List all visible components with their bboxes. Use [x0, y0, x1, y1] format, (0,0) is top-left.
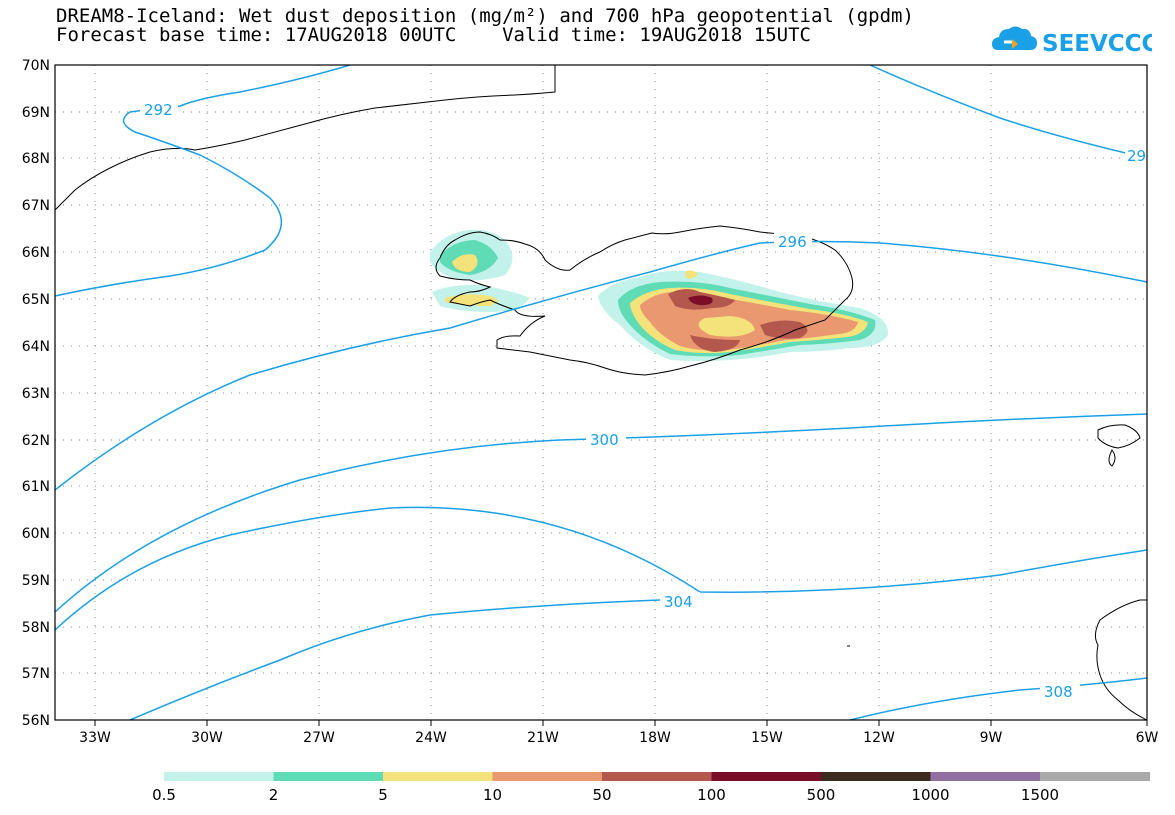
lon-tick-label: 30W [191, 730, 223, 746]
lat-tick-label: 63N [22, 386, 50, 402]
legend-swatch [930, 772, 1041, 781]
lat-tick-label: 66N [22, 245, 50, 261]
lon-tick-label: 21W [527, 730, 559, 746]
coastlines [55, 65, 1147, 720]
legend-colorbar: 0.5 2 5 10 50 100 500 1000 1500 [152, 772, 1150, 804]
geopotential-contours [55, 65, 1147, 720]
contour-label-296: 296 [778, 233, 807, 251]
legend-label: 5 [378, 786, 388, 804]
lon-tick-label: 27W [303, 730, 335, 746]
lat-tick-label: 68N [22, 151, 50, 167]
lat-tick-label: 59N [22, 573, 50, 589]
iceland-coastline [435, 225, 854, 376]
lon-tick-label: 12W [863, 730, 895, 746]
contour-label-304: 304 [664, 593, 693, 611]
lat-tick-label: 70N [22, 58, 50, 74]
lat-tick-label: 57N [22, 666, 50, 682]
contour-label-300: 300 [590, 431, 619, 449]
faroe-coastline [1097, 424, 1141, 467]
legend-swatch [164, 772, 274, 781]
legend-label: 50 [592, 786, 611, 804]
seevccc-logo: SEEVCCC [992, 26, 1152, 57]
logo-text: SEEVCCC [1042, 31, 1152, 57]
lat-tick-label: 60N [22, 526, 50, 542]
legend-label: 10 [483, 786, 502, 804]
legend-label: 2 [269, 786, 279, 804]
grid-lines [55, 65, 1147, 720]
lon-tick-label: 9W [980, 730, 1003, 746]
lat-tick-label: 58N [22, 620, 50, 636]
contour-308 [849, 677, 1147, 720]
lat-tick-label: 69N [22, 105, 50, 121]
legend-swatch [492, 772, 603, 781]
lat-tick-label: 56N [22, 713, 50, 729]
map-subtitle: Forecast base time: 17AUG2018 00UTC Vali… [56, 24, 811, 46]
map-frame [54, 64, 1148, 721]
contour-292-right [869, 65, 1147, 159]
lat-tick-label: 62N [22, 433, 50, 449]
dust-deposition-field [430, 229, 889, 361]
legend-swatch [273, 772, 384, 781]
contour-label-292-a: 292 [144, 101, 173, 119]
legend-label: 0.5 [152, 786, 176, 804]
lat-tick-label: 67N [22, 198, 50, 214]
legend-swatch [821, 772, 931, 781]
tick-marks [94, 720, 1148, 726]
lon-tick-label: 24W [415, 730, 447, 746]
contour-304 [55, 506, 1147, 631]
contour-292-left [55, 65, 351, 297]
contour-296 [55, 240, 1147, 491]
legend-swatch [602, 772, 712, 781]
legend-label: 1000 [911, 786, 949, 804]
contour-300 [55, 413, 1147, 613]
lon-tick-label: 15W [751, 730, 783, 746]
cloud-icon [992, 26, 1037, 50]
legend-swatch [383, 772, 493, 781]
lon-tick-label: 33W [79, 730, 111, 746]
contour-labels: 292 292 296 300 304 308 [140, 100, 1156, 701]
contour-304-bottom [129, 599, 661, 720]
legend-label: 500 [807, 786, 836, 804]
map-title: DREAM8-Iceland: Wet dust deposition (mg/… [56, 5, 914, 27]
contour-label-292-b: 292 [1127, 147, 1156, 165]
lat-tick-label: 61N [22, 479, 50, 495]
legend-label: 1500 [1021, 786, 1059, 804]
scotland-coastline [1094, 599, 1147, 720]
lon-tick-label: 6W [1136, 730, 1159, 746]
lon-labels: 33W 30W 27W 24W 21W 18W 15W 12W 9W 6W [79, 730, 1158, 746]
lon-tick-label: 18W [639, 730, 671, 746]
contour-label-308: 308 [1044, 683, 1073, 701]
lat-tick-label: 64N [22, 339, 50, 355]
greenland-coastline [55, 65, 556, 211]
lat-labels: 70N 69N 68N 67N 66N 65N 64N 63N 62N 61N … [22, 58, 50, 729]
legend-label: 100 [697, 786, 726, 804]
legend-swatch [1040, 772, 1150, 781]
legend-swatch [711, 772, 822, 781]
lat-tick-label: 65N [22, 292, 50, 308]
